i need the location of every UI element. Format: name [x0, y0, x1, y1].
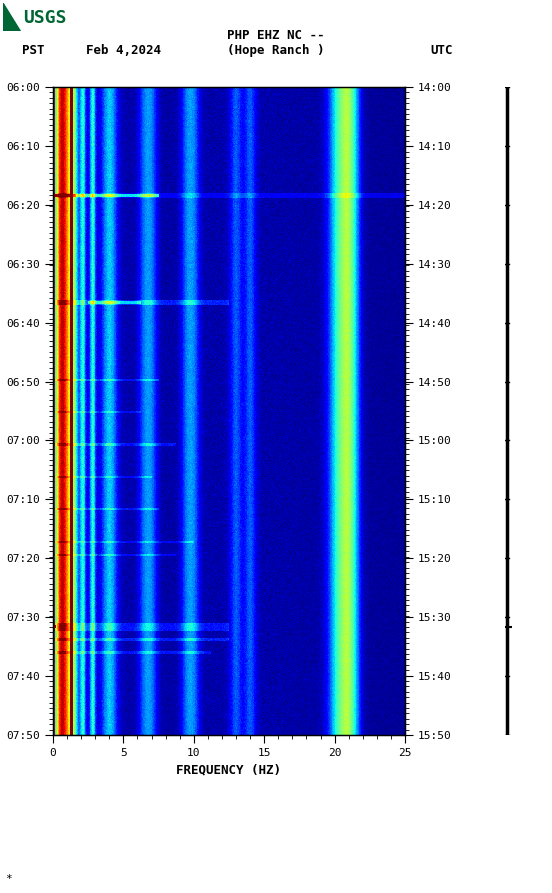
- Text: (Hope Ranch ): (Hope Ranch ): [227, 44, 325, 56]
- Text: USGS: USGS: [23, 10, 66, 28]
- Text: PHP EHZ NC --: PHP EHZ NC --: [227, 29, 325, 42]
- Text: UTC: UTC: [431, 44, 453, 56]
- Text: Feb 4,2024: Feb 4,2024: [86, 44, 161, 56]
- X-axis label: FREQUENCY (HZ): FREQUENCY (HZ): [177, 764, 282, 777]
- Text: PST: PST: [22, 44, 45, 56]
- Text: *: *: [6, 874, 12, 884]
- Polygon shape: [3, 3, 20, 31]
